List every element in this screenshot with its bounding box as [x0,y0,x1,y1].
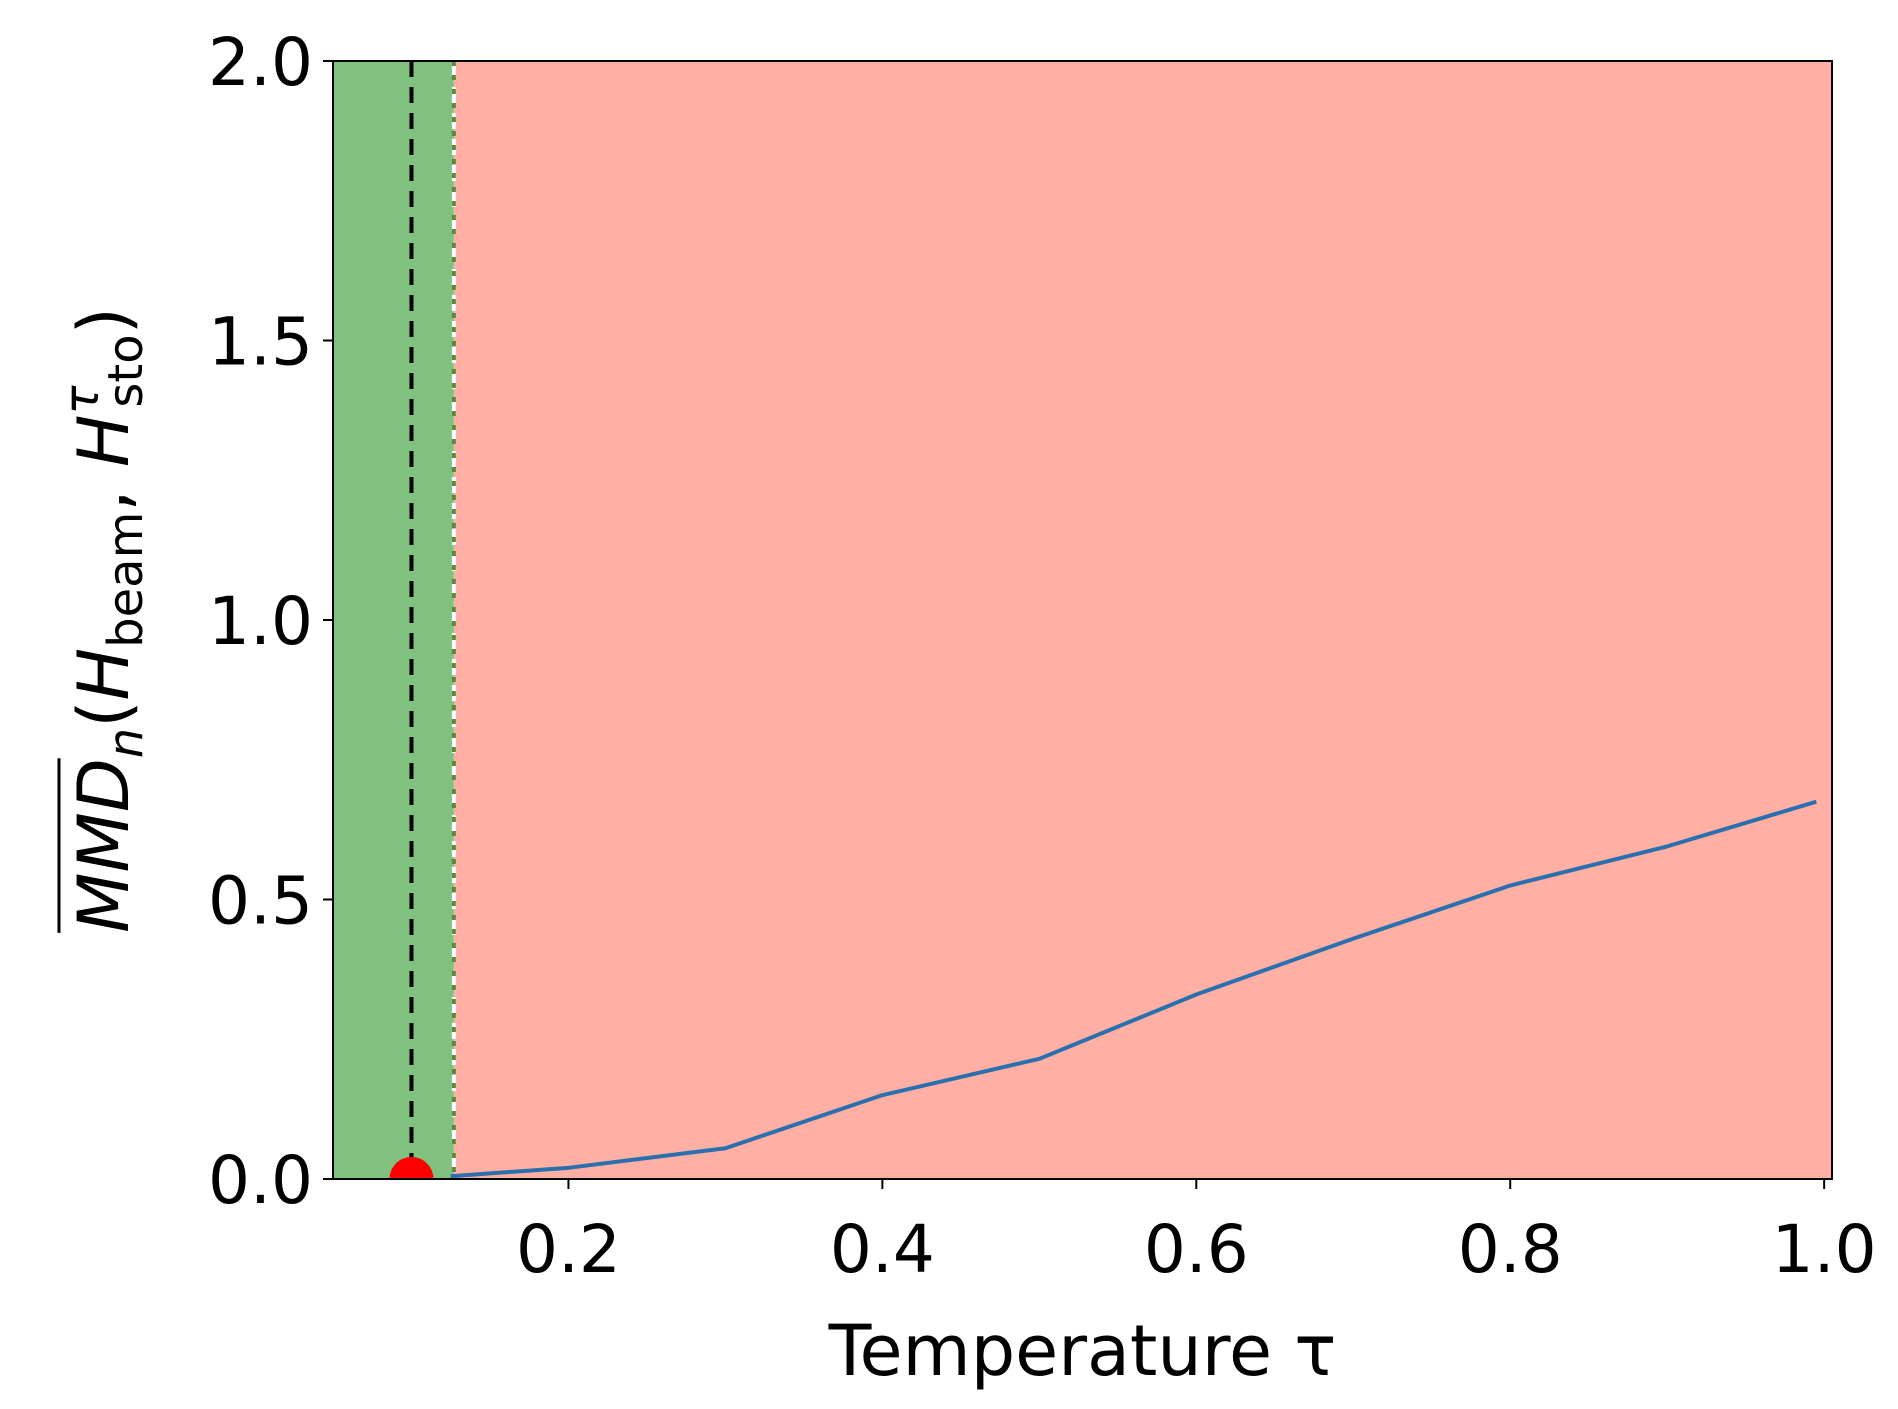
ylabel-close: ) [63,307,145,334]
y-tick-label: 0.5 [208,863,313,940]
background-regions [333,61,1832,1179]
series-layer [450,799,1817,1179]
x-axis-label: Temperature τ [828,1310,1337,1392]
marker-point [389,1157,434,1179]
y-tick-label: 2.0 [208,24,313,101]
region-1 [453,61,1832,1179]
ylabel-sub1: beam [98,512,154,648]
y-tick-label: 1.5 [208,304,313,381]
x-tick-label: 0.6 [1144,1211,1249,1288]
ylabel-sub-n: n [98,728,154,758]
ylabel-base: MMD [63,758,145,933]
svg-text:MMDn(Hbeam, Hτsto): MMDn(Hbeam, Hτsto) [54,307,154,933]
y-axis-ticks: 0.0 0.5 1.0 1.5 2.0 [208,24,333,1219]
ylabel-sup2: τ [54,385,110,415]
ylabel-sub2: sto [98,334,154,407]
y-tick-label: 1.0 [208,583,313,660]
ylabel-comma: , [63,467,145,512]
x-tick-label: 0.4 [830,1211,935,1288]
x-tick-label: 1.0 [1772,1211,1877,1288]
region-0 [333,61,454,1179]
series-line-0 [450,799,1817,1179]
x-tick-label: 0.8 [1458,1211,1563,1288]
marker-layer [389,1157,434,1179]
ylabel-h1: H [63,648,145,701]
x-axis-ticks: 0.2 0.4 0.6 0.8 1.0 [516,1179,1877,1288]
y-axis-label: MMDn(Hbeam, Hτsto) [54,307,154,933]
ylabel-open: ( [63,700,145,727]
y-tick-label: 0.0 [208,1142,313,1219]
ylabel-h2: H [63,415,145,468]
x-tick-label: 0.2 [516,1211,621,1288]
vertical-lines [409,61,456,1179]
